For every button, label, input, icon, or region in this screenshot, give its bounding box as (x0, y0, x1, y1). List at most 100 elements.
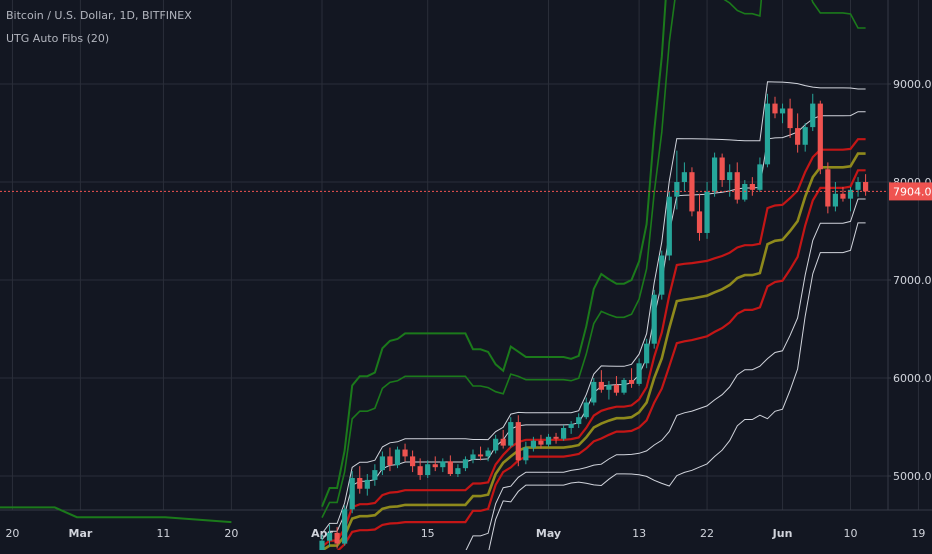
candle-body[interactable] (387, 456, 393, 466)
last-price-badge (889, 182, 932, 201)
fib-red-lower-band (321, 169, 866, 554)
candle-body[interactable] (455, 468, 461, 475)
candle-body[interactable] (334, 532, 340, 544)
x-tick-label: 15 (421, 527, 435, 540)
grid (0, 0, 919, 510)
candle-body[interactable] (825, 169, 831, 207)
candle-body[interactable] (402, 449, 408, 457)
candle-body[interactable] (779, 108, 786, 114)
candle-body[interactable] (644, 343, 650, 364)
candle-body[interactable] (674, 182, 680, 197)
candle-body[interactable] (832, 193, 838, 207)
candle-body[interactable] (613, 384, 620, 393)
candle-body[interactable] (583, 402, 589, 418)
candle-body[interactable] (530, 440, 536, 448)
candle-body[interactable] (659, 255, 665, 295)
fib-mid-band (321, 152, 866, 552)
candle-body[interactable] (410, 456, 416, 467)
time-axis[interactable]: 1120Mar1120Apr15May1322Jun1019Jul (0, 527, 932, 540)
candle-body[interactable] (477, 454, 484, 457)
candle-body[interactable] (817, 103, 823, 170)
candle-body[interactable] (485, 450, 491, 457)
candle-body[interactable] (553, 436, 559, 439)
y-tick-label: 7000.0 (893, 274, 932, 287)
candle-body[interactable] (523, 447, 529, 461)
x-tick-label: 10 (844, 527, 858, 540)
candle-body[interactable] (447, 461, 453, 475)
candle-body[interactable] (621, 379, 627, 393)
x-tick-label: 20 (224, 527, 238, 540)
candle-body[interactable] (342, 509, 348, 544)
x-tick-label: 11 (156, 527, 170, 540)
x-tick-label: Mar (69, 527, 93, 540)
candle-body[interactable] (440, 461, 446, 468)
candle-body[interactable] (470, 454, 476, 460)
candle-body[interactable] (493, 438, 499, 451)
candle-body[interactable] (704, 191, 710, 233)
candle-body[interactable] (810, 103, 816, 128)
candle-body[interactable] (795, 128, 801, 145)
candle-body[interactable] (598, 381, 604, 390)
candle-body[interactable] (326, 532, 333, 541)
candle-body[interactable] (772, 103, 778, 114)
candle-body[interactable] (379, 456, 385, 471)
symbol-title[interactable]: Bitcoin / U.S. Dollar, 1D, BITFINEX (6, 9, 192, 22)
candle-body[interactable] (508, 422, 514, 446)
candle-body[interactable] (394, 449, 401, 466)
candle-body[interactable] (757, 164, 763, 190)
candle-body[interactable] (787, 108, 793, 129)
y-tick-label: 6000.0 (893, 372, 932, 385)
candle-body[interactable] (802, 127, 808, 145)
fib-range-high-line (321, 81, 866, 534)
candle-body[interactable] (855, 182, 861, 190)
candle-body[interactable] (417, 466, 423, 476)
candle-body[interactable] (568, 424, 574, 428)
candle-body[interactable] (681, 172, 687, 182)
candle-body[interactable] (515, 422, 521, 461)
candle-body[interactable] (734, 172, 740, 200)
candle-body[interactable] (606, 384, 612, 390)
candle-body[interactable] (847, 189, 854, 199)
fib-range-low-line (486, 222, 866, 554)
candle-body[interactable] (689, 172, 695, 212)
candlesticks[interactable] (319, 93, 869, 554)
fib-red-upper-band (321, 138, 866, 548)
candle-body[interactable] (432, 464, 438, 468)
candle-body[interactable] (863, 182, 869, 192)
candle-body[interactable] (545, 436, 552, 445)
candle-body[interactable] (628, 379, 635, 384)
candle-body[interactable] (576, 417, 582, 425)
candle-body[interactable] (500, 438, 506, 446)
candle-body[interactable] (561, 427, 567, 439)
candle-body[interactable] (636, 363, 642, 384)
price-axis[interactable]: 5000.06000.07000.08000.09000.010000.0110… (888, 0, 932, 483)
fib-outer-upper-band (321, 0, 667, 507)
x-tick-label: May (536, 527, 561, 540)
candle-body[interactable] (696, 211, 703, 233)
candle-body[interactable] (364, 479, 370, 489)
candle-body[interactable] (591, 381, 597, 403)
x-tick-label: 20 (5, 527, 19, 540)
candle-body[interactable] (357, 477, 363, 489)
candle-body[interactable] (840, 193, 846, 199)
last-price-label: 7904.0 (893, 185, 932, 198)
candle-body[interactable] (727, 172, 733, 181)
candle-body[interactable] (372, 470, 378, 480)
candle-body[interactable] (538, 440, 544, 445)
indicator-title[interactable]: UTG Auto Fibs (20) (6, 32, 110, 45)
candle-body[interactable] (462, 459, 469, 469)
candle-body[interactable] (349, 477, 355, 510)
y-tick-label: 9000.0 (893, 78, 932, 91)
candle-body[interactable] (666, 196, 672, 256)
candle-body[interactable] (719, 157, 725, 181)
pre-april-fib-band (0, 506, 232, 524)
x-tick-label: 13 (632, 527, 646, 540)
candle-body[interactable] (651, 294, 657, 344)
candle-body[interactable] (712, 157, 718, 192)
candle-body[interactable] (764, 103, 771, 165)
candle-body[interactable] (425, 464, 431, 476)
candle-body[interactable] (319, 540, 325, 554)
candle-body[interactable] (749, 183, 755, 190)
